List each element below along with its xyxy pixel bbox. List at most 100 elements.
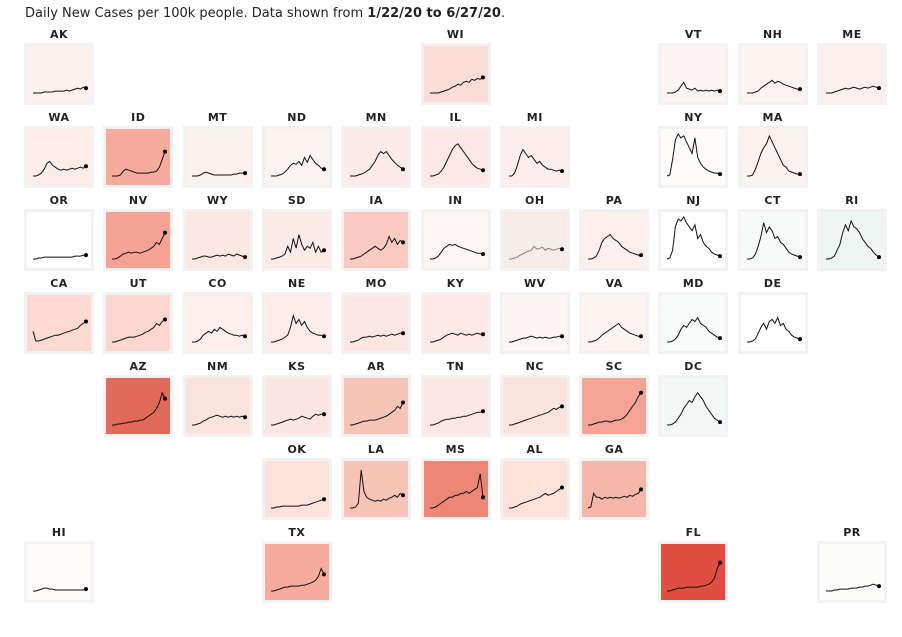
sparkline-line — [191, 253, 245, 260]
sparkline-chart — [350, 469, 406, 509]
state-tile-oh: OH — [499, 194, 570, 274]
state-label: IL — [449, 111, 462, 124]
state-label: OK — [287, 443, 307, 456]
state-heat-box — [817, 209, 887, 271]
sparkline-end-dot — [480, 168, 485, 173]
state-heat-box — [499, 458, 570, 520]
state-heat-box — [658, 126, 729, 188]
state-tile-co: CO — [182, 277, 253, 357]
state-heat-box — [24, 292, 94, 354]
sparkline-end-dot — [718, 420, 723, 425]
sparkline-chart — [112, 317, 168, 343]
state-label: AK — [49, 28, 69, 41]
sparkline-line — [429, 76, 483, 94]
state-heat-box — [737, 126, 808, 188]
sparkline-line — [826, 583, 880, 592]
state-heat-box — [261, 126, 332, 188]
sparkline-line — [667, 133, 721, 177]
sparkline-chart — [508, 245, 564, 260]
sparkline-end-dot — [84, 164, 88, 169]
sparkline-end-dot — [480, 495, 485, 500]
sparkline-chart — [270, 497, 326, 509]
sparkline-chart — [746, 134, 802, 177]
chart-subtitle: Daily New Cases per 100k people. Data sh… — [25, 6, 505, 21]
state-tile-ri: RI — [817, 194, 887, 274]
state-heat-box — [182, 126, 253, 188]
sparkline-end-dot — [797, 337, 802, 342]
sparkline-chart — [587, 487, 644, 509]
state-label: NC — [525, 360, 544, 373]
state-label: LA — [367, 443, 385, 456]
sparkline-chart — [112, 230, 168, 260]
sparkline-line — [191, 326, 245, 343]
state-heat-box — [420, 43, 491, 105]
sparkline-end-dot — [877, 584, 881, 589]
state-tile-nj: NJ — [658, 194, 729, 274]
state-label: TX — [288, 526, 306, 539]
state-label: WI — [446, 28, 465, 41]
state-heat-box — [737, 292, 808, 354]
sparkline-end-dot — [321, 167, 326, 172]
sparkline-end-dot — [480, 252, 485, 257]
state-heat-box — [737, 43, 808, 105]
state-label: HI — [51, 526, 67, 539]
state-label: MT — [207, 111, 228, 124]
sparkline-end-dot — [797, 172, 802, 177]
sparkline-end-dot — [401, 167, 406, 172]
state-tile-hi: HI — [24, 526, 94, 606]
state-tile-ks: KS — [261, 360, 332, 440]
sparkline-chart — [270, 234, 326, 260]
state-heat-box — [420, 126, 491, 188]
sparkline-chart — [667, 133, 723, 177]
sparkline-chart — [508, 485, 564, 509]
sparkline-end-dot — [242, 171, 247, 176]
sparkline-chart — [826, 583, 881, 592]
sparkline-chart — [191, 326, 247, 343]
state-tile-pa: PA — [579, 194, 650, 274]
sparkline-chart — [112, 149, 168, 177]
sparkline-end-dot — [559, 485, 564, 490]
state-tile-wv: WV — [499, 277, 570, 357]
sparkline-line — [588, 233, 642, 260]
sparkline-chart — [112, 391, 168, 426]
state-tile-ct: CT — [737, 194, 808, 274]
sparkline-line — [746, 222, 800, 260]
sparkline-end-dot — [639, 253, 644, 258]
sparkline-line — [112, 232, 166, 260]
sparkline-chart — [667, 560, 723, 592]
state-heat-box — [658, 375, 729, 437]
sparkline-chart — [33, 587, 88, 592]
sparkline-end-dot — [718, 89, 723, 94]
sparkline-end-dot — [321, 248, 326, 253]
sparkline-line — [667, 562, 721, 592]
state-tile-mn: MN — [341, 111, 412, 191]
subtitle-suffix: . — [500, 6, 506, 21]
state-heat-box — [341, 375, 412, 437]
state-label: WV — [523, 277, 546, 290]
state-tile-ky: KY — [420, 277, 491, 357]
state-tile-ok: OK — [261, 443, 332, 523]
state-tile-ca: CA — [24, 277, 94, 357]
sparkline-line — [33, 587, 87, 592]
state-label: UT — [129, 277, 148, 290]
state-tile-md: MD — [658, 277, 729, 357]
sparkline-line — [270, 234, 325, 260]
state-tile-nv: NV — [103, 194, 174, 274]
state-heat-box — [499, 292, 570, 354]
sparkline-line — [350, 469, 404, 509]
sparkline-line — [508, 148, 562, 177]
sparkline-chart — [429, 243, 485, 260]
state-label: KY — [446, 277, 465, 290]
sparkline-line — [350, 150, 404, 177]
state-label: MD — [682, 277, 704, 290]
sparkline-end-dot — [84, 86, 88, 91]
sparkline-chart — [508, 148, 564, 177]
state-heat-box — [24, 541, 94, 603]
sparkline-chart — [350, 150, 406, 177]
sparkline-end-dot — [877, 86, 881, 91]
state-tile-mt: MT — [182, 111, 253, 191]
state-tile-sc: SC — [579, 360, 650, 440]
sparkline-line — [429, 410, 483, 426]
sparkline-chart — [508, 404, 564, 426]
